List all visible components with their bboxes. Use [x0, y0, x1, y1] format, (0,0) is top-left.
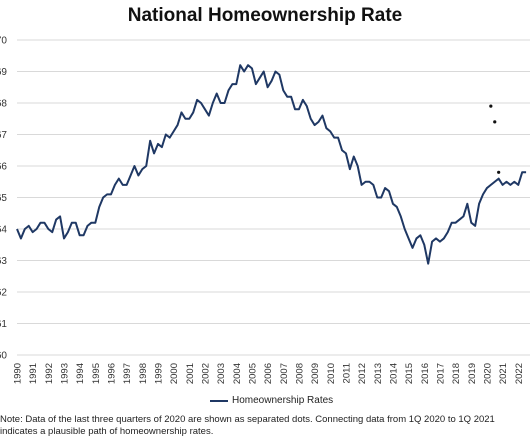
y-tick-label-63: 63: [0, 256, 7, 267]
legend-label-homeownership-rates: Homeownership Rates: [232, 395, 334, 406]
x-tick-label-1997: 1997: [122, 363, 133, 384]
separated-point-1: [489, 104, 493, 108]
x-tick-label-2011: 2011: [341, 363, 352, 383]
y-tick-label-61: 61: [0, 319, 7, 330]
legend: Homeownership Rates: [210, 395, 333, 406]
y-tick-label-62: 62: [0, 288, 7, 299]
x-tick-label-2010: 2010: [326, 363, 337, 384]
x-tick-label-2012: 2012: [357, 363, 368, 384]
gridlines: [17, 39, 530, 356]
x-tick-label-2002: 2002: [200, 363, 211, 384]
x-tick-label-2005: 2005: [247, 363, 258, 384]
x-tick-label-2004: 2004: [232, 363, 243, 384]
x-tick-label-2020: 2020: [482, 363, 493, 384]
x-tick-label-2013: 2013: [373, 363, 384, 384]
x-tick-label-1995: 1995: [91, 363, 102, 384]
x-tick-label-2022: 2022: [514, 363, 525, 384]
x-tick-label-1992: 1992: [44, 363, 55, 384]
x-tick-label-2008: 2008: [294, 363, 305, 384]
x-tick-label-2006: 2006: [263, 363, 274, 384]
separated-point-3: [497, 170, 501, 174]
x-tick-label-2007: 2007: [279, 363, 290, 384]
x-tick-label-1993: 1993: [59, 363, 70, 384]
y-axis-ticks: 70 69 68 67 66 65 64 63 62 61 60: [0, 36, 7, 362]
y-tick-label-66: 66: [0, 162, 7, 173]
chart-footnote: Note: Data of the last three quarters of…: [0, 414, 495, 437]
x-tick-label-1999: 1999: [153, 363, 164, 384]
x-tick-label-2015: 2015: [404, 363, 415, 384]
x-tick-label-2009: 2009: [310, 363, 321, 384]
chart-title: National Homeownership Rate: [127, 5, 403, 26]
x-axis-ticks: 1990 1991 1992 1993 1994 1995 1996 1997 1998 1999…: [13, 363, 525, 384]
y-tick-label-64: 64: [0, 225, 7, 236]
y-tick-label-68: 68: [0, 99, 7, 110]
x-tick-label-2017: 2017: [435, 363, 446, 384]
y-tick-label-70: 70: [0, 36, 7, 47]
x-tick-label-1998: 1998: [138, 363, 149, 384]
x-tick-label-2018: 2018: [451, 363, 462, 384]
x-tick-label-1990: 1990: [13, 363, 24, 384]
series-layer: [16, 64, 527, 265]
y-tick-label-60: 60: [0, 351, 7, 362]
y-tick-label-69: 69: [0, 67, 7, 78]
x-tick-label-1994: 1994: [75, 363, 86, 384]
series-line-homeownership-rates: [16, 64, 527, 265]
x-tick-label-2021: 2021: [498, 363, 509, 384]
x-tick-label-2019: 2019: [467, 363, 478, 384]
x-tick-label-2001: 2001: [185, 363, 196, 384]
x-tick-label-2014: 2014: [388, 363, 399, 384]
x-tick-label-1996: 1996: [106, 363, 117, 384]
x-tick-label-2000: 2000: [169, 363, 180, 384]
y-tick-label-67: 67: [0, 130, 7, 141]
legend-swatch-homeownership-rates: [210, 399, 228, 402]
separated-points-layer: [489, 104, 501, 174]
separated-point-2: [493, 120, 497, 124]
x-tick-label-2016: 2016: [420, 363, 431, 384]
x-tick-label-2003: 2003: [216, 363, 227, 384]
x-tick-label-1991: 1991: [28, 363, 39, 384]
y-tick-label-65: 65: [0, 193, 7, 204]
